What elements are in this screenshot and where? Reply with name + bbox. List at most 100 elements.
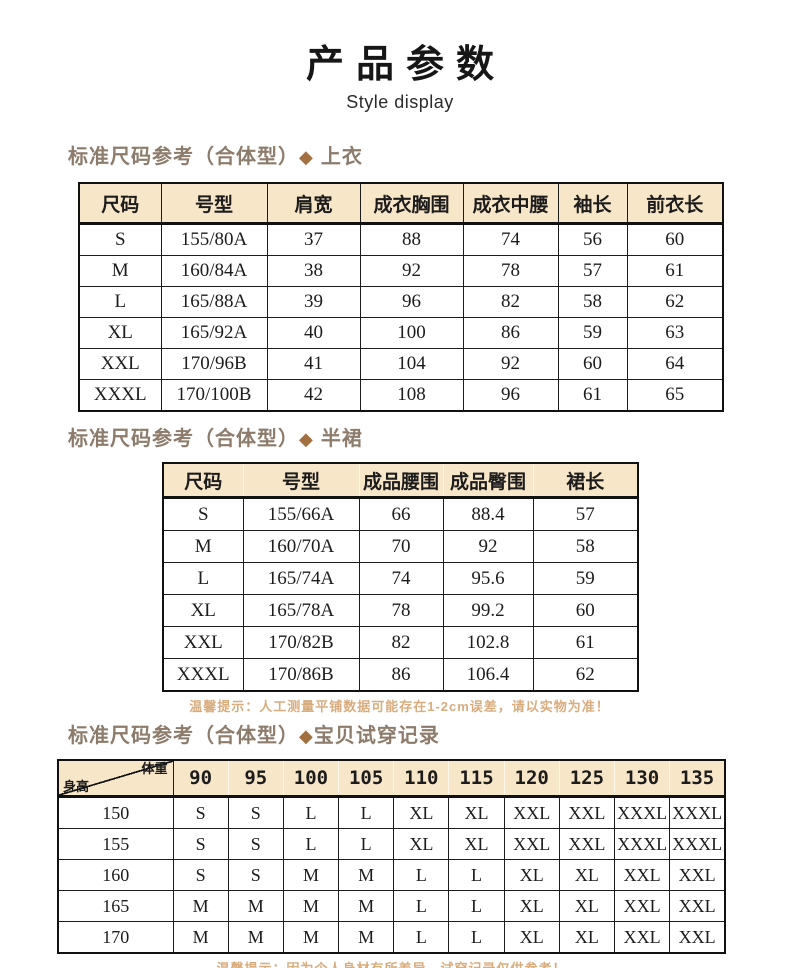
table-cell: XXXL <box>78 379 162 412</box>
table-cell: 102.8 <box>442 626 534 659</box>
table-cell: 170/100B <box>160 379 268 412</box>
section-heading-label: 半裙 <box>320 428 363 450</box>
table-cell: XXL <box>613 859 671 891</box>
table-cell: 86 <box>462 317 559 349</box>
table-cell: M <box>78 255 162 287</box>
table-cell: 78 <box>358 594 444 627</box>
table-cell: 40 <box>266 317 361 349</box>
table-cell: 170/82B <box>242 626 360 659</box>
table-cell: M <box>227 921 284 954</box>
table-row: M 160/70A 70 92 58 <box>162 530 639 563</box>
table-cell: L <box>393 890 450 922</box>
table-row: L 165/88A 39 96 82 58 62 <box>78 286 724 318</box>
table-cell: 65 <box>626 379 724 412</box>
table-row: S 155/66A 66 88.4 57 <box>162 497 639 531</box>
table-cell: S <box>227 796 284 829</box>
table-cell: S <box>172 859 229 891</box>
table-cell: M <box>227 890 284 922</box>
skirt-size-table: 尺码 号型 成品腰围 成品臀围 裙长 S 155/66A 66 88.4 57 M 160/70A 7… <box>162 462 639 692</box>
table-cell: XXL <box>162 626 244 659</box>
section-heading-text: 标准尺码参考（合体型） <box>68 146 299 168</box>
table-cell: XL <box>78 317 162 349</box>
table-row: 165 M M M M L L XL XL XXL XXL <box>57 890 726 922</box>
table-cell: 165/88A <box>160 286 268 318</box>
column-header: 105 <box>338 759 395 798</box>
table-row: 170 M M M M L L XL XL XXL XXL <box>57 921 726 954</box>
diamond-icon: ◆ <box>299 147 314 167</box>
table-cell: S <box>162 497 244 531</box>
table-cell: XL <box>558 859 616 891</box>
table-cell: M <box>338 890 395 922</box>
table-cell: 39 <box>266 286 361 318</box>
corner-weight-label: 体重 <box>141 761 168 776</box>
table-cell: XXL <box>558 828 616 860</box>
skirt-header-row: 尺码 号型 成品腰围 成品臀围 裙长 <box>162 462 639 499</box>
table-cell: 88.4 <box>442 497 534 531</box>
table-cell: M <box>172 890 229 922</box>
table-cell: 61 <box>532 626 639 659</box>
table-cell: 60 <box>626 223 724 256</box>
table-cell: 66 <box>358 497 444 531</box>
fitting-note: 温馨提示：因为个人身材有所差异，试穿记录仅供参考！ <box>57 961 726 968</box>
tops-header-row: 尺码 号型 肩宽 成衣胸围 成衣中腰 袖长 前衣长 <box>78 182 724 225</box>
section-heading-label: 宝贝试穿记录 <box>313 725 440 747</box>
table-cell: 61 <box>626 255 724 287</box>
table-cell: 155 <box>57 828 174 860</box>
table-cell: 155/80A <box>160 223 268 256</box>
column-header: 130 <box>613 759 671 798</box>
table-cell: 170 <box>57 921 174 954</box>
table-row: 150 S S L L XL XL XXL XXL XXXL XXXL <box>57 796 726 829</box>
table-cell: XXL <box>669 890 726 922</box>
table-cell: 38 <box>266 255 361 287</box>
table-cell: XL <box>503 921 560 954</box>
table-cell: 160/84A <box>160 255 268 287</box>
table-cell: S <box>78 223 162 256</box>
section-heading-skirt: 标准尺码参考（合体型）◆ 半裙 <box>68 426 800 452</box>
column-header: 115 <box>448 759 505 798</box>
table-cell: XL <box>393 796 450 829</box>
table-cell: L <box>448 890 505 922</box>
column-header: 尺码 <box>78 182 162 225</box>
table-cell: XL <box>558 921 616 954</box>
column-header: 成品腰围 <box>358 462 444 499</box>
table-cell: XXL <box>78 348 162 380</box>
column-header: 成品臀围 <box>442 462 534 499</box>
table-cell: XXL <box>558 796 616 829</box>
fitting-record-table: 体重 身高 90 95 100 105 110 115 120 125 130 135 150 S S… <box>57 759 726 954</box>
table-cell: M <box>338 859 395 891</box>
table-cell: 170/96B <box>160 348 268 380</box>
column-header: 110 <box>393 759 450 798</box>
table-cell: L <box>162 562 244 595</box>
table-cell: 41 <box>266 348 361 380</box>
table-cell: 92 <box>442 530 534 563</box>
table-cell: L <box>448 859 505 891</box>
column-header: 前衣长 <box>626 182 724 225</box>
fitting-header-row: 体重 身高 90 95 100 105 110 115 120 125 130 135 <box>57 759 726 798</box>
section-heading-text: 标准尺码参考（合体型） <box>68 725 299 747</box>
table-cell: 60 <box>532 594 639 627</box>
table-cell: XXXL <box>669 828 726 860</box>
table-cell: 59 <box>532 562 639 595</box>
table-cell: XXL <box>503 796 560 829</box>
table-cell: XL <box>503 859 560 891</box>
table-cell: S <box>227 859 284 891</box>
column-header: 成衣中腰 <box>462 182 559 225</box>
column-header: 袖长 <box>557 182 628 225</box>
table-cell: L <box>282 828 340 860</box>
table-cell: 165/74A <box>242 562 360 595</box>
table-cell: 165/92A <box>160 317 268 349</box>
table-cell: 61 <box>557 379 628 412</box>
table-cell: 86 <box>358 658 444 692</box>
section-heading-fitting: 标准尺码参考（合体型）◆宝贝试穿记录 <box>68 723 800 749</box>
table-cell: 58 <box>557 286 628 318</box>
table-cell: 62 <box>532 658 639 692</box>
table-cell: 78 <box>462 255 559 287</box>
tops-table-body: S 155/80A 37 88 74 56 60 M 160/84A 38 92 78 57 61 L 165… <box>78 223 724 412</box>
column-header: 尺码 <box>162 462 244 499</box>
column-header: 135 <box>669 759 726 798</box>
table-cell: S <box>172 828 229 860</box>
column-header: 120 <box>503 759 560 798</box>
table-cell: 37 <box>266 223 361 256</box>
column-header: 号型 <box>242 462 360 499</box>
table-cell: XL <box>162 594 244 627</box>
